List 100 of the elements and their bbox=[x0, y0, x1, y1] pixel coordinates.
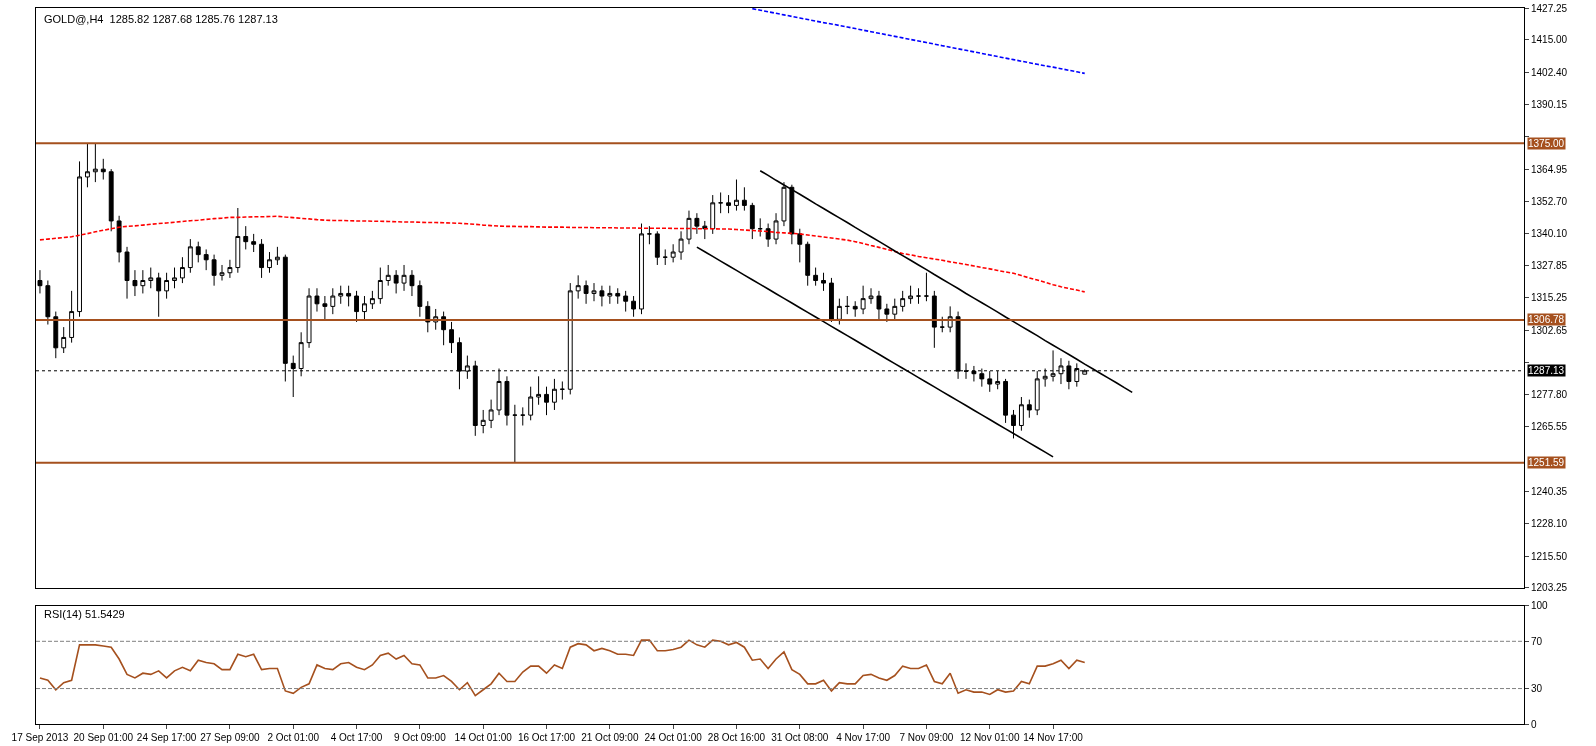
candlestick bbox=[773, 212, 779, 245]
candlestick bbox=[393, 269, 399, 294]
candlestick bbox=[670, 243, 676, 263]
candlestick bbox=[607, 285, 613, 305]
y-tick-label: 1302.65 bbox=[1531, 325, 1568, 337]
line-series bbox=[751, 8, 1086, 75]
candlestick bbox=[354, 290, 359, 323]
candlestick bbox=[662, 248, 668, 266]
y-tick-label: 1203.25 bbox=[1531, 582, 1568, 594]
y-tick-label: 1390.15 bbox=[1531, 98, 1568, 110]
candlestick bbox=[148, 267, 154, 289]
candlestick bbox=[844, 295, 850, 315]
candlestick bbox=[1026, 399, 1032, 419]
candlestick bbox=[686, 210, 692, 245]
y-tick-label: 1327.85 bbox=[1531, 259, 1568, 271]
candlestick bbox=[939, 316, 945, 333]
candlestick bbox=[85, 142, 90, 188]
y-tick-label: 30 bbox=[1531, 683, 1543, 695]
candlestick bbox=[124, 246, 130, 300]
candlestick bbox=[749, 202, 755, 240]
candlestick bbox=[203, 248, 209, 271]
candlestick bbox=[156, 272, 162, 318]
candlestick bbox=[829, 277, 834, 323]
ref-line-label: 1375.00 bbox=[1528, 138, 1565, 149]
candlestick bbox=[92, 142, 98, 183]
x-tick-label: 14 Oct 01:00 bbox=[454, 732, 513, 743]
x-tick-label: 31 Oct 08:00 bbox=[771, 732, 829, 743]
candlestick bbox=[164, 272, 170, 300]
candlestick bbox=[179, 256, 185, 284]
candlestick bbox=[369, 290, 375, 310]
candlestick bbox=[77, 160, 82, 318]
y-tick-label: 100 bbox=[1531, 600, 1549, 612]
candlestick bbox=[314, 287, 320, 313]
y-tick-label: 1352.70 bbox=[1531, 195, 1568, 207]
y-tick-label: 1215.50 bbox=[1531, 550, 1568, 562]
candlestick bbox=[821, 272, 826, 292]
candlestick bbox=[852, 300, 858, 318]
candlestick bbox=[346, 285, 352, 307]
candlestick bbox=[480, 409, 486, 434]
y-tick-label: 1340.10 bbox=[1531, 228, 1568, 240]
candlestick bbox=[931, 290, 937, 349]
x-tick-label: 12 Nov 01:00 bbox=[959, 732, 1020, 743]
candlestick bbox=[734, 179, 739, 212]
candlestick bbox=[631, 295, 637, 318]
candlestick bbox=[551, 378, 557, 411]
candlestick bbox=[251, 233, 257, 253]
candlestick bbox=[868, 287, 874, 305]
y-tick-label: 1402.40 bbox=[1531, 66, 1568, 78]
y-tick-label: 1427.25 bbox=[1531, 2, 1568, 14]
candlestick bbox=[195, 241, 201, 263]
candlestick bbox=[417, 280, 423, 318]
chart-title: GOLD@,H4 1285.82 1287.68 1285.76 1287.13 bbox=[44, 13, 278, 25]
candlestick bbox=[488, 399, 494, 429]
candlestick bbox=[1011, 409, 1016, 439]
candlestick bbox=[140, 269, 146, 294]
candlestick bbox=[654, 230, 660, 266]
ref-line-label: 1306.78 bbox=[1528, 314, 1565, 325]
candlestick bbox=[53, 311, 59, 359]
candlestick bbox=[409, 269, 415, 297]
x-tick-label: 9 Oct 09:00 bbox=[394, 732, 447, 743]
candlestick bbox=[797, 228, 803, 263]
candlestick bbox=[781, 181, 787, 227]
x-tick-label: 7 Nov 09:00 bbox=[899, 732, 954, 743]
x-tick-label: 21 Oct 09:00 bbox=[581, 732, 639, 743]
x-tick-label: 24 Oct 01:00 bbox=[644, 732, 703, 743]
y-tick-label: 1265.55 bbox=[1531, 421, 1568, 433]
candlestick bbox=[401, 264, 407, 292]
candlestick bbox=[172, 267, 177, 289]
candlestick bbox=[805, 241, 811, 287]
candlestick bbox=[1034, 370, 1040, 416]
candlestick bbox=[187, 238, 193, 274]
candlestick bbox=[425, 300, 431, 333]
candlestick bbox=[884, 303, 890, 323]
y-tick-label: 1277.80 bbox=[1531, 389, 1568, 401]
x-tick-label: 4 Oct 17:00 bbox=[330, 732, 383, 743]
line-series bbox=[39, 639, 1086, 697]
candlestick bbox=[583, 280, 589, 305]
candlestick bbox=[61, 326, 67, 354]
x-tick-label: 24 Sep 17:00 bbox=[136, 732, 197, 743]
candlestick bbox=[528, 386, 534, 421]
candlestick bbox=[69, 290, 75, 344]
candlestick bbox=[504, 375, 510, 426]
candlestick bbox=[860, 285, 866, 315]
candlestick bbox=[306, 287, 312, 349]
candlestick bbox=[591, 282, 597, 302]
candlestick bbox=[544, 386, 549, 416]
candlestick bbox=[536, 375, 542, 406]
candlestick bbox=[385, 264, 391, 287]
candlestick bbox=[876, 290, 882, 320]
candlestick bbox=[599, 285, 605, 307]
candlestick bbox=[1003, 378, 1009, 424]
ref-line-label: 1287.13 bbox=[1528, 365, 1565, 376]
candlestick bbox=[1018, 396, 1024, 432]
candlestick bbox=[100, 158, 106, 181]
candlestick bbox=[227, 259, 233, 279]
chart-title: RSI(14) 51.5429 bbox=[44, 608, 125, 620]
candlestick bbox=[267, 251, 272, 274]
candlestick bbox=[694, 212, 700, 235]
candlestick bbox=[678, 230, 684, 261]
candlestick bbox=[900, 290, 906, 313]
